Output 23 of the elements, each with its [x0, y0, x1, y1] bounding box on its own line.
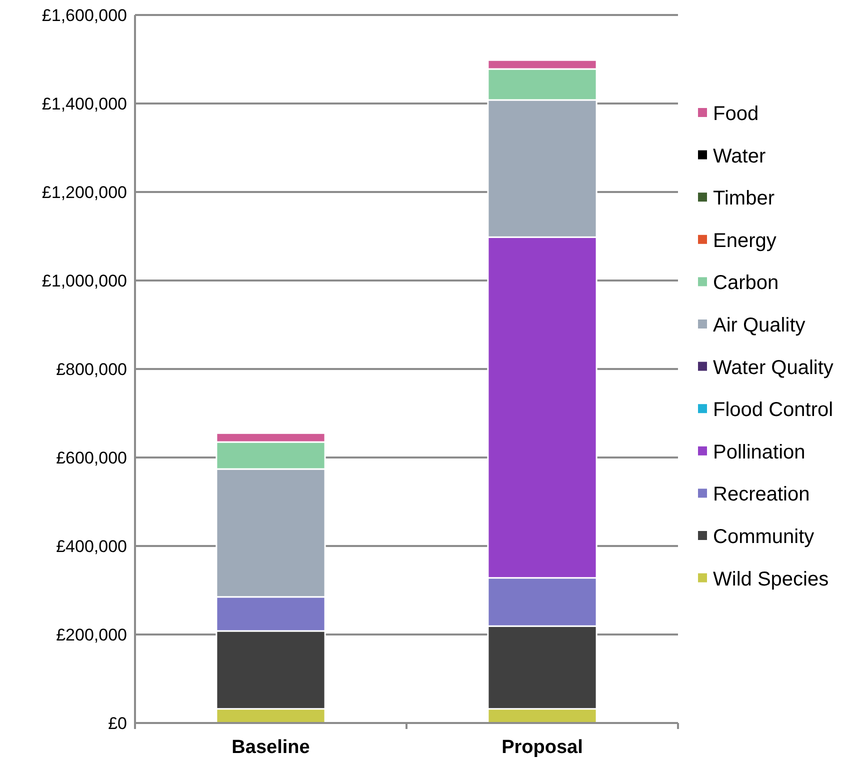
legend-label: Wild Species — [713, 568, 829, 590]
y-tick-label: £600,000 — [56, 448, 127, 468]
y-tick-label: £1,200,000 — [42, 182, 127, 202]
legend-label: Timber — [713, 188, 775, 210]
y-tick-label: £200,000 — [56, 625, 127, 644]
y-tick-label: £0 — [108, 714, 127, 733]
x-tick-label: Baseline — [232, 737, 310, 758]
legend-label: Carbon — [713, 272, 779, 294]
legend-label: Community — [713, 526, 814, 548]
legend-label: Water — [713, 145, 766, 168]
legend-label: Pollination — [713, 441, 806, 464]
y-tick-label: £1,600,000 — [42, 6, 127, 25]
y-tick-label: £400,000 — [56, 536, 127, 556]
y-tick-label: £1,400,000 — [42, 94, 127, 114]
legend-label: Air Quality — [713, 314, 806, 336]
legend-label: Recreation — [713, 484, 810, 506]
legend-label: Water Quality — [713, 356, 834, 379]
y-tick-label: £800,000 — [56, 360, 127, 379]
legend-label: Flood Control — [713, 399, 834, 422]
legend-label: Energy — [713, 230, 776, 252]
legend-label: Food — [713, 103, 759, 125]
x-tick-label: Proposal — [502, 737, 583, 758]
y-tick-label: £1,000,000 — [42, 271, 127, 290]
